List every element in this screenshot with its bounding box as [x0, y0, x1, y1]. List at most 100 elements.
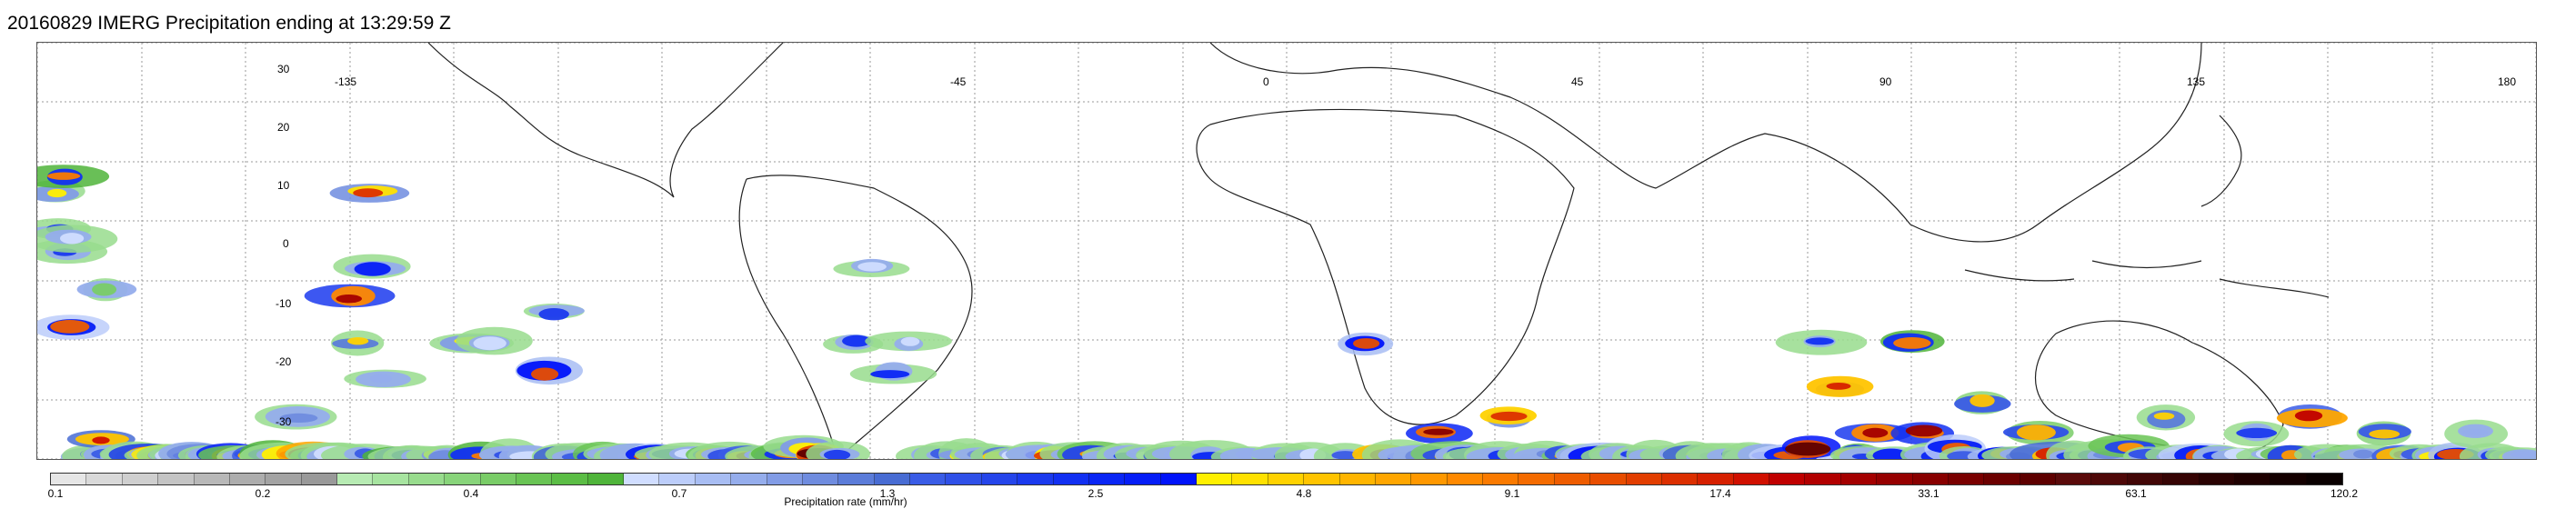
colorbar-cell — [802, 474, 839, 484]
colorbar-cell — [1519, 474, 1555, 484]
colorbar-tick: 2.5 — [1088, 487, 1104, 500]
precip-blob — [531, 367, 559, 381]
precip-blob — [2294, 410, 2323, 422]
colorbar-cell — [1554, 474, 1591, 484]
lon-label: 135 — [2187, 75, 2206, 88]
precip-cell — [2489, 447, 2536, 459]
lat-label: -30 — [276, 415, 292, 428]
precip-blob — [1970, 394, 1995, 407]
precip-blob — [354, 262, 391, 276]
lat-label: 0 — [283, 237, 289, 250]
colorbar-cell — [1698, 474, 1734, 484]
colorbar-label: Precipitation rate (mm/hr) — [784, 495, 907, 508]
lon-label: 45 — [1571, 75, 1584, 88]
colorbar-cell — [1733, 474, 1769, 484]
colorbar-cell — [1912, 474, 1949, 484]
colorbar-cell — [587, 474, 624, 484]
colorbar-cell — [659, 474, 696, 484]
colorbar-cell — [1017, 474, 1054, 484]
lat-label: -20 — [276, 355, 292, 368]
precip-cell — [849, 362, 937, 384]
precip-blob — [2510, 451, 2536, 459]
lon-label: 90 — [1879, 75, 1892, 88]
lat-label: 10 — [277, 179, 290, 192]
precip-blob — [47, 172, 81, 180]
colorbar-cell — [1948, 474, 1985, 484]
precipitation-field — [37, 165, 2536, 459]
precip-blob — [473, 336, 506, 351]
colorbar-cell — [1590, 474, 1627, 484]
colorbar-cell — [2127, 474, 2164, 484]
precip-cell — [2003, 421, 2074, 445]
map-canvas — [37, 43, 2536, 459]
colorbar-cell — [624, 474, 660, 484]
coast-africa — [1196, 108, 1575, 425]
colorbar-cell — [1232, 474, 1268, 484]
colorbar-cell — [1805, 474, 1841, 484]
precip-blob — [1331, 451, 1359, 459]
precip-blob — [279, 413, 318, 423]
precip-cell — [2356, 421, 2411, 446]
precip-blob — [2353, 449, 2374, 459]
colorbar-tick: 0.1 — [47, 487, 64, 500]
precip-cell — [37, 225, 118, 254]
precip-blob — [824, 449, 851, 459]
precip-blob — [369, 374, 393, 384]
colorbar-cell — [337, 474, 374, 484]
precip-blob — [1826, 383, 1851, 390]
colorbar-cell — [1626, 474, 1662, 484]
colorbar-cell — [1840, 474, 1878, 484]
colorbar-cell — [2306, 474, 2342, 484]
colorbar-cell — [731, 474, 767, 484]
lon-label: 180 — [2498, 75, 2517, 88]
precip-blob — [900, 336, 920, 346]
precip-cell — [1954, 391, 2011, 414]
colorbar-cell — [1304, 474, 1340, 484]
precip-cell — [2276, 404, 2348, 429]
colorbar-tick: 63.1 — [2125, 487, 2147, 500]
colorbar-cell — [1125, 474, 1161, 484]
precip-blob — [1490, 411, 1528, 422]
lat-label: 20 — [277, 121, 290, 134]
colorbar-cell — [1769, 474, 1806, 484]
precip-cell — [515, 356, 584, 385]
precip-blob — [2153, 412, 2175, 420]
precip-cell — [329, 184, 410, 203]
colorbar-cell — [2199, 474, 2235, 484]
precip-blob — [336, 294, 363, 304]
precip-blob — [1805, 337, 1834, 345]
colorbar-cell — [981, 474, 1018, 484]
precip-blob — [47, 188, 67, 198]
lon-label: -45 — [950, 75, 967, 88]
colorbar-tick: 0.2 — [255, 487, 271, 500]
colorbar-cell — [767, 474, 803, 484]
colorbar-cell — [1160, 474, 1197, 484]
colorbar-tick: 4.8 — [1296, 487, 1312, 500]
precipitation-colorbar — [50, 473, 2343, 485]
colorbar-cell — [86, 474, 123, 484]
colorbar-cell — [1411, 474, 1448, 484]
precip-cell — [333, 254, 411, 279]
coast-indonesia — [1964, 260, 2330, 298]
precip-blob — [1785, 442, 1831, 456]
precip-cell — [1775, 329, 1868, 355]
colorbar-tick: 0.7 — [671, 487, 687, 500]
coast-japan — [2200, 115, 2242, 207]
lat-label: 30 — [277, 63, 290, 75]
precip-blob — [857, 262, 887, 272]
colorbar-cell — [516, 474, 553, 484]
precip-blob — [50, 320, 90, 334]
precip-cell — [2444, 419, 2509, 448]
colorbar-cell — [910, 474, 947, 484]
colorbar-cell — [445, 474, 481, 484]
colorbar-cell — [1984, 474, 2020, 484]
colorbar-cell — [480, 474, 516, 484]
colorbar-tick: 1.3 — [879, 487, 896, 500]
colorbar-cell — [1483, 474, 1519, 484]
precip-blob — [870, 370, 910, 379]
colorbar-tick: 33.1 — [1918, 487, 1940, 500]
precip-cell — [1834, 423, 1913, 443]
precip-cell — [833, 258, 910, 277]
colorbar-cell — [946, 474, 982, 484]
precip-cell — [1406, 423, 1473, 444]
